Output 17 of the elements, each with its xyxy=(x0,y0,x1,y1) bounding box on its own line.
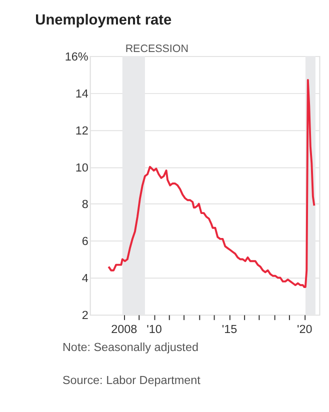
y-tick-label: 2 xyxy=(82,309,88,322)
y-tick-label: 4 xyxy=(82,272,89,286)
x-tick-label: '15 xyxy=(222,322,238,336)
x-tick-label: '10 xyxy=(146,322,162,336)
chart-title: Unemployment rate xyxy=(35,12,172,29)
band-label: RECESSION xyxy=(125,43,188,56)
x-tick-label: '20 xyxy=(297,322,313,336)
y-tick-label: 14 xyxy=(75,87,89,100)
y-tick-label: 12 xyxy=(75,124,88,138)
y-tick-label: 8 xyxy=(82,198,88,212)
source-note: Source: Labor Department xyxy=(62,374,202,388)
y-tick-label: 6 xyxy=(82,235,88,248)
x-tick-label: 2008 xyxy=(111,322,138,336)
text: Note: Seasonally adjusted xyxy=(62,340,198,354)
y-tick-label: 10 xyxy=(75,161,89,174)
line-series xyxy=(108,79,316,288)
y-tick-label: 16% xyxy=(64,50,88,64)
